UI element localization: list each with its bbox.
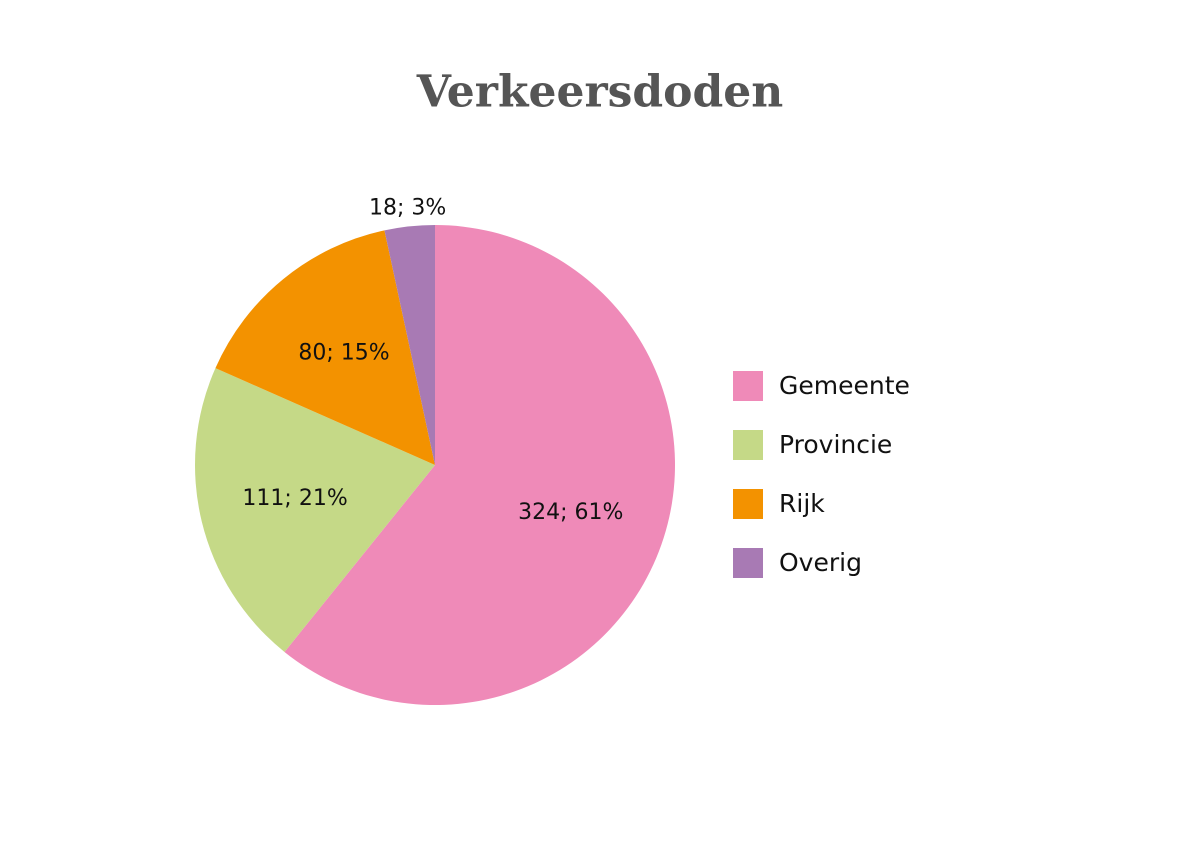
pie-slice [284,225,675,705]
pie-slice [195,368,435,652]
legend-swatch [733,430,763,460]
chart-title: Verkeersdoden [416,67,784,118]
pie-slice [384,225,435,465]
pie-slice [215,230,435,465]
legend-label: Provincie [779,430,892,459]
legend-swatch [733,489,763,519]
data-label: 80; 15% [298,340,389,365]
legend-swatch [733,371,763,401]
legend-swatch [733,548,763,578]
data-label: 111; 21% [242,486,347,511]
data-label: 18; 3% [369,195,446,220]
legend-label: Rijk [779,489,825,518]
legend-label: Overig [779,548,862,577]
legend-label: Gemeente [779,371,910,400]
data-label: 324; 61% [518,500,623,525]
